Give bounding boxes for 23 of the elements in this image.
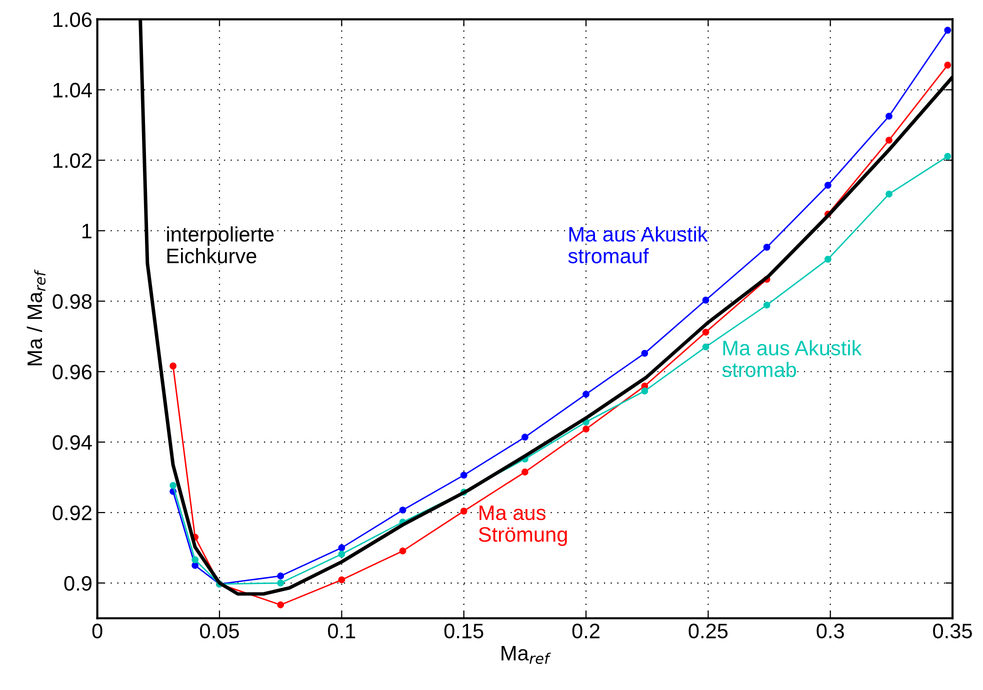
series-label: Ma aus Akustik stromauf bbox=[568, 226, 708, 264]
series-label: interpolierte Eichkurve bbox=[167, 226, 274, 264]
x-tick-label: 0.05 bbox=[200, 624, 239, 638]
x-axis-title: Ma$_{ref}$ bbox=[502, 646, 551, 664]
y-tick-label: 0.98 bbox=[52, 294, 92, 309]
y-tick-label: 0.9 bbox=[64, 576, 92, 591]
x-tick-label: 0.3 bbox=[816, 624, 844, 638]
x-tick-label: 0.25 bbox=[688, 624, 728, 638]
y-tick-label: 1 bbox=[82, 224, 92, 238]
series-label: Ma aus Strömung bbox=[478, 506, 567, 546]
y-axis-title: Ma / Ma$_{ref}$ bbox=[26, 270, 46, 366]
x-tick-label: 0.35 bbox=[933, 624, 972, 638]
series-label: Ma aus Akustik stromab bbox=[722, 340, 862, 378]
x-tick-label: 0.15 bbox=[444, 624, 484, 638]
y-tick-label: 1.06 bbox=[54, 12, 92, 28]
y-tick-label: 1.04 bbox=[54, 82, 92, 98]
y-tick-label: 0.92 bbox=[52, 506, 92, 520]
x-tick-label: 0 bbox=[92, 624, 102, 638]
y-tick-label: 0.94 bbox=[52, 435, 92, 450]
x-tick-label: 0.1 bbox=[328, 624, 356, 638]
x-tick-label: 0.2 bbox=[572, 624, 600, 638]
y-tick-label: 0.96 bbox=[52, 364, 92, 380]
y-tick-label: 1.02 bbox=[54, 153, 92, 168]
